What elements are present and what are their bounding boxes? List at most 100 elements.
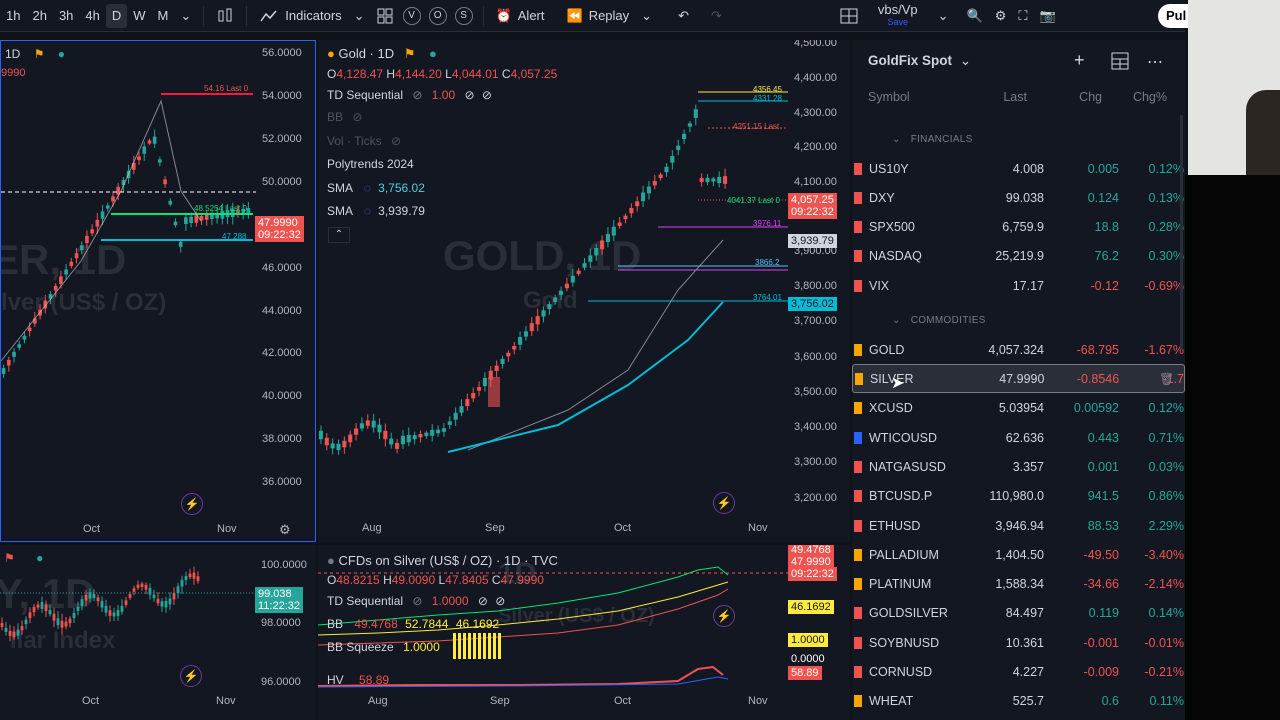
sma-legend-2[interactable]: SMA ◌ 3,939.79 <box>327 204 425 218</box>
delete-row-icon[interactable]: 🗑 <box>1159 371 1175 386</box>
flag-icon[interactable] <box>854 249 862 262</box>
lightning-icon[interactable]: ⚡ <box>181 493 203 515</box>
watchlist-row-soybnusd[interactable]: SOYBNUSD 10.361 -0.001 -0.01% <box>852 628 1185 657</box>
header-chg[interactable]: Chg <box>1079 90 1102 104</box>
flag-icon[interactable] <box>854 665 862 678</box>
header-last[interactable]: Last <box>1003 90 1027 104</box>
watchlist-row-silver[interactable]: SILVER 47.9990 -0.8546 -1.7 🗑 ➤ <box>852 364 1185 393</box>
flag-icon[interactable] <box>854 636 862 649</box>
interval-4h[interactable]: 4h <box>85 8 100 23</box>
camera-icon[interactable]: 📷 <box>1039 7 1056 23</box>
watchlist-row-wticousd[interactable]: WTICOUSD 62.636 0.443 0.71% <box>852 423 1185 452</box>
lightning-icon[interactable]: ⚡ <box>713 605 735 627</box>
symbol-title[interactable]: CFDs on Silver (US$ / OZ) · 1D · TVC <box>338 553 558 568</box>
publish-button[interactable]: Pul <box>1158 4 1188 28</box>
interval-dropdown-icon[interactable]: ⌄ <box>180 7 192 23</box>
layout-dropdown-icon[interactable]: ⌄ <box>937 7 949 23</box>
axis-settings-icon[interactable]: ⚙ <box>279 522 291 537</box>
interval-w[interactable]: W <box>133 8 146 23</box>
watchlist-row-goldsilver[interactable]: GOLDSILVER 84.497 0.119 0.14% <box>852 598 1185 627</box>
flag-icon[interactable] <box>854 220 862 233</box>
chart-pane-gold[interactable]: GOLD, 1D Gold ● Gold · 1D ⚑ ● O4,128.47 … <box>318 40 850 542</box>
watchlist-row-dxy[interactable]: DXY 99.038 0.124 0.13% <box>852 183 1185 212</box>
flag-icon[interactable] <box>854 343 862 356</box>
chart-pane-silver-cfd[interactable]: 1D Silver (US$ / OZ) ● CFDs on Silver (U… <box>318 545 850 720</box>
redo-icon[interactable]: ↷ <box>710 7 722 23</box>
hide-eye-icon[interactable]: ⊘ <box>412 88 423 102</box>
watchlist-title-button[interactable]: GoldFix Spot ⌄ <box>868 53 971 69</box>
settings-gear-icon[interactable]: ⚙ <box>994 7 1007 23</box>
v-circle-button[interactable]: V <box>402 6 421 25</box>
layout-name-button[interactable]: vbs/Vp Save <box>872 0 924 32</box>
flag-icon[interactable] <box>854 460 862 473</box>
watchlist-row-cornusd[interactable]: CORNUSD 4.227 -0.009 -0.21% <box>852 657 1185 686</box>
volume-legend[interactable]: Vol · Ticks ⊘ <box>327 134 401 148</box>
flag-icon[interactable]: ⚑ <box>33 47 45 61</box>
watchlist-row-us10y[interactable]: US10Y 4.008 0.005 0.12% <box>852 154 1185 183</box>
interval-d[interactable]: D <box>105 3 128 28</box>
alert-button[interactable]: ⏰ Alert <box>490 0 551 32</box>
undo-icon[interactable]: ↶ <box>678 7 689 23</box>
watchlist-row-palladium[interactable]: PALLADIUM 1,404.50 -49.50 -3.40% <box>852 540 1185 569</box>
indicators-dropdown-icon[interactable]: ⌄ <box>353 7 365 23</box>
s-circle-button[interactable]: S <box>454 6 473 25</box>
symbol-title[interactable]: Gold · 1D <box>338 46 395 61</box>
chart-type-icon[interactable] <box>210 0 240 32</box>
hidden-eye-icon[interactable]: ⊘ <box>391 134 402 148</box>
remove-icon[interactable]: ⊘ <box>495 594 506 608</box>
td-sequential-legend[interactable]: TD Sequential ⊘ 1.00 ⊘ ⊘ <box>327 88 492 102</box>
add-symbol-icon[interactable]: + <box>1074 50 1085 70</box>
flag-icon[interactable] <box>854 191 862 204</box>
polytrends-legend[interactable]: Polytrends 2024 <box>327 157 414 171</box>
templates-icon[interactable] <box>371 0 399 32</box>
chart-pane-dxy[interactable]: Y, 1D llar Index ⚑ ● 100.0000 98.0000 96.0… <box>0 545 316 720</box>
flag-icon[interactable]: ⚑ <box>4 551 15 565</box>
interval-m[interactable]: M <box>157 8 169 23</box>
lightning-icon[interactable]: ⚡ <box>713 492 735 514</box>
flag-icon[interactable] <box>854 519 862 532</box>
interval-2h[interactable]: 2h <box>32 8 47 23</box>
flag-icon[interactable] <box>854 431 862 444</box>
header-chg-pct[interactable]: Chg% <box>1132 90 1167 104</box>
flag-icon[interactable] <box>854 401 862 414</box>
lightning-icon[interactable]: ⚡ <box>180 665 202 687</box>
sma-legend-1[interactable]: SMA ◌ 3,756.02 <box>327 181 425 195</box>
flag-icon[interactable] <box>854 694 862 707</box>
bb-legend[interactable]: BB ⊘ <box>327 110 362 124</box>
indicators-button[interactable]: Indicators <box>253 0 347 32</box>
advanced-view-icon[interactable] <box>1111 52 1129 73</box>
flag-icon[interactable] <box>854 279 862 292</box>
flag-icon[interactable] <box>854 548 862 561</box>
hide-eye-icon[interactable]: ⊘ <box>412 594 423 608</box>
more-options-icon[interactable]: ⋯ <box>1147 54 1163 71</box>
watchlist-row-spx500[interactable]: SPX500 6,759.9 18.8 0.28% <box>852 212 1185 241</box>
bb-squeeze-legend[interactable]: BB Squeeze 1.0000 <box>327 640 440 654</box>
replay-dropdown-icon[interactable]: ⌄ <box>641 7 653 23</box>
interval-3h[interactable]: 3h <box>58 8 74 23</box>
collapse-legend-icon[interactable]: ⌃ <box>328 227 350 243</box>
watchlist-row-gold[interactable]: GOLD 4,057.324 -68.795 -1.67% <box>852 335 1185 364</box>
flag-icon[interactable] <box>854 606 862 619</box>
interval-1h[interactable]: 1h <box>6 8 21 23</box>
watchlist-row-xcusd[interactable]: XCUSD 5.03954 0.00592 0.12% <box>852 393 1185 422</box>
watchlist-row-btcusdp[interactable]: BTCUSD.P 110,980.0 941.5 0.86% <box>852 481 1185 510</box>
section-commodities[interactable]: ⌄ COMMODITIES <box>892 315 986 326</box>
watchlist-row-nasdaq[interactable]: NASDAQ 25,219.9 76.2 0.30% <box>852 241 1185 270</box>
flag-icon[interactable]: ⚑ <box>403 46 416 61</box>
bb-legend[interactable]: BB 49.4768 52.7844 46.1692 <box>327 617 499 631</box>
td-sequential-legend[interactable]: TD Sequential ⊘ 1.0000 ⊘ ⊘ <box>327 594 505 608</box>
header-symbol[interactable]: Symbol <box>868 90 910 104</box>
settings-icon[interactable]: ⊘ <box>477 594 488 608</box>
scrollbar[interactable] <box>1180 115 1183 350</box>
quick-search-icon[interactable]: 🔍 <box>966 7 983 23</box>
flag-icon[interactable] <box>854 162 862 175</box>
watchlist-row-ethusd[interactable]: ETHUSD 3,946.94 88.53 2.29% <box>852 511 1185 540</box>
watchlist-row-natgasusd[interactable]: NATGASUSD 3.357 0.001 0.03% <box>852 452 1185 481</box>
remove-icon[interactable]: ⊘ <box>481 88 492 102</box>
fullscreen-icon[interactable]: ⛶ <box>1018 7 1028 23</box>
settings-icon[interactable]: ⊘ <box>464 88 475 102</box>
replay-button[interactable]: ⏪ Replay <box>561 0 636 32</box>
layout-grid-icon[interactable] <box>834 0 864 32</box>
watchlist-row-vix[interactable]: VIX 17.17 -0.12 -0.69% <box>852 271 1185 300</box>
chart-pane-silver-top[interactable]: ER, 1D lver (US$ / OZ) 1D ⚑ ● 9990 56.00… <box>0 40 316 542</box>
